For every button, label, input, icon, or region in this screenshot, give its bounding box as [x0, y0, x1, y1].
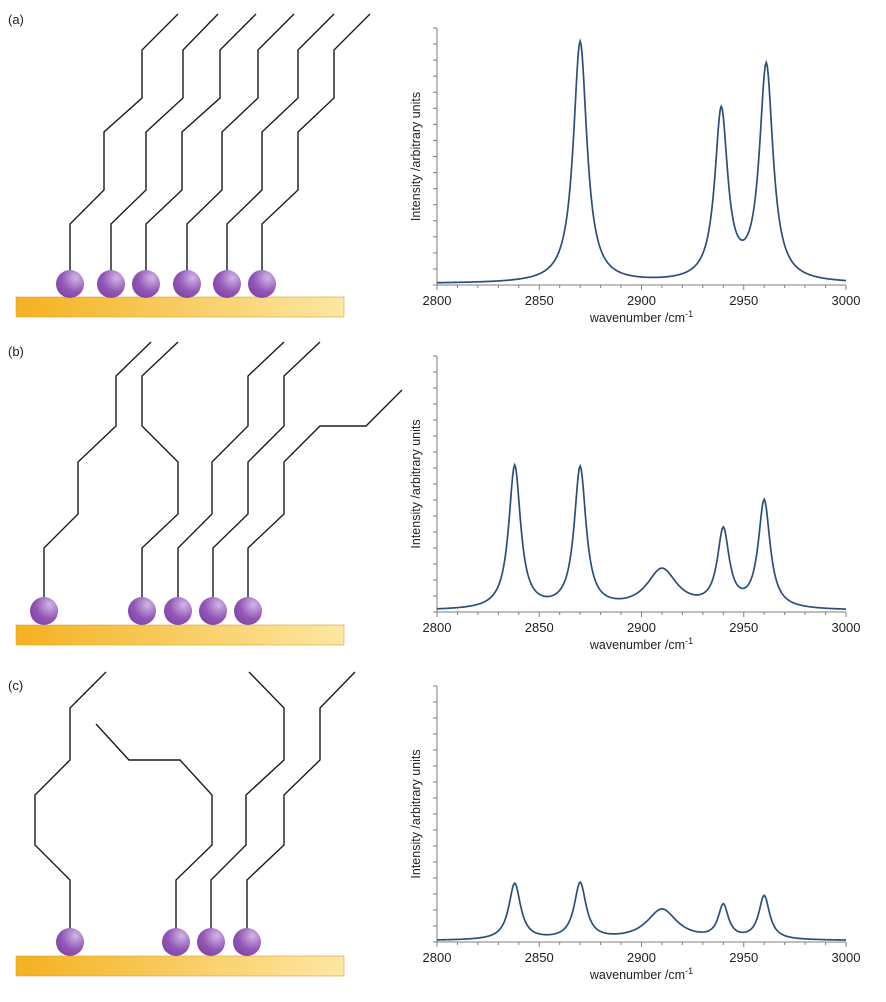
headgroup — [233, 928, 261, 956]
alkyl-chain — [141, 341, 179, 598]
spectrum-line — [436, 880, 847, 941]
headgroup — [162, 928, 190, 956]
gold-substrate-c — [15, 955, 345, 977]
headgroup — [197, 928, 225, 956]
headgroup — [56, 270, 84, 298]
x-tick-label: 2900 — [627, 293, 656, 308]
headgroups-c — [56, 928, 261, 956]
x-tick-label: 2800 — [423, 293, 452, 308]
panel-b-schematic: (b) — [8, 341, 403, 646]
x-tick-label: 3000 — [832, 950, 861, 965]
alkyl-chain — [43, 341, 152, 598]
x-axis-title-superscript: -1 — [685, 966, 693, 976]
x-tick-label: 2950 — [729, 293, 758, 308]
headgroup — [56, 928, 84, 956]
x-tick-label: 2850 — [525, 293, 554, 308]
x-tick-label: 3000 — [832, 620, 861, 635]
alkyl-chain — [177, 341, 285, 598]
x-tick-label: 2800 — [423, 620, 452, 635]
alkyl-chain — [247, 389, 403, 598]
x-axis-title: wavenumber /cm-1 — [589, 309, 693, 325]
x-tick-label: 2900 — [627, 950, 656, 965]
headgroups-a — [56, 270, 276, 298]
alkyl-chain — [145, 13, 257, 274]
alkyl-chain — [210, 671, 285, 930]
panel-label-b: (b) — [8, 344, 24, 359]
x-tick-label: 2850 — [525, 950, 554, 965]
alkyl-chain — [261, 13, 371, 274]
x-axis-title: wavenumber /cm-1 — [589, 636, 693, 652]
gold-substrate-a — [15, 296, 345, 318]
chains-a — [69, 13, 371, 274]
spectrum-chart-a: 2800 2850 2900 2950 3000 wavenumber /cm-1 Inte… — [409, 27, 861, 325]
headgroup — [132, 270, 160, 298]
spectrum-chart-b: 2800 2850 2900 2950 3000 wavenumber /cm-1 Inte… — [409, 355, 861, 652]
headgroup — [173, 270, 201, 298]
alkyl-chain — [110, 13, 219, 274]
headgroup — [234, 597, 262, 625]
x-tick-label: 2900 — [627, 620, 656, 635]
x-tick-label: 2950 — [729, 950, 758, 965]
alkyl-chain — [186, 13, 295, 274]
headgroup — [97, 270, 125, 298]
chains-c — [34, 671, 356, 930]
headgroup — [164, 597, 192, 625]
alkyl-chain — [246, 671, 356, 930]
chains-b — [43, 341, 403, 598]
panel-label-c: (c) — [8, 678, 23, 693]
y-axis-title: Intensity /arbitrary units — [409, 749, 423, 878]
x-tick-label: 2850 — [525, 620, 554, 635]
panel-c-schematic: (c) — [8, 671, 356, 977]
headgroup — [213, 270, 241, 298]
alkyl-chain — [226, 13, 335, 274]
y-axis-title: Intensity /arbitrary units — [409, 92, 423, 221]
x-axis-title-superscript: -1 — [685, 309, 693, 319]
x-axis-title: wavenumber /cm-1 — [589, 966, 693, 982]
alkyl-chain — [212, 341, 321, 598]
headgroup — [248, 270, 276, 298]
headgroup — [199, 597, 227, 625]
x-axis-title-superscript: -1 — [685, 636, 693, 646]
gold-substrate-b — [15, 624, 345, 646]
alkyl-chain — [69, 13, 179, 274]
spectrum-line — [436, 462, 847, 610]
x-tick-label: 2950 — [729, 620, 758, 635]
headgroup — [128, 597, 156, 625]
spectrum-chart-c: 2800 2850 2900 2950 3000 wavenumber /cm-1 Inte… — [409, 685, 861, 982]
panel-a-schematic: (a) — [8, 12, 371, 318]
x-tick-label: 3000 — [832, 293, 861, 308]
headgroups-b — [30, 597, 262, 625]
x-tick-label: 2800 — [423, 950, 452, 965]
panel-label-a: (a) — [8, 12, 24, 27]
y-axis-title: Intensity /arbitrary units — [409, 419, 423, 548]
headgroup — [30, 597, 58, 625]
alkyl-chain — [95, 723, 213, 930]
spectrum-line — [436, 38, 847, 284]
alkyl-chain — [34, 671, 107, 930]
